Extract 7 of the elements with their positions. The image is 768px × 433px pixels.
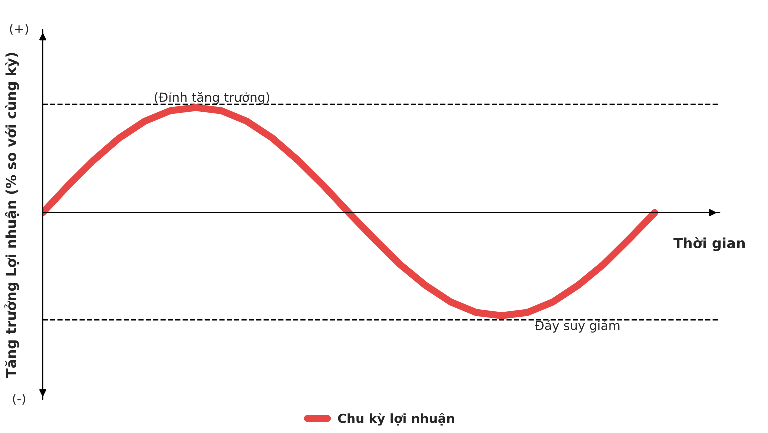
- ref-line-label: Đáy suy giảm: [535, 320, 620, 333]
- ref-line-label: (Đỉnh tăng trưởng): [155, 92, 270, 105]
- legend-label: Chu kỳ lợi nhuận: [338, 413, 454, 426]
- x-axis-title: Thời gian: [674, 237, 745, 252]
- y-axis-title: Tăng trưởng Lợi nhuận (% so với cùng kỳ): [4, 53, 20, 378]
- text: (+): [10, 24, 28, 36]
- text: (-): [13, 394, 26, 406]
